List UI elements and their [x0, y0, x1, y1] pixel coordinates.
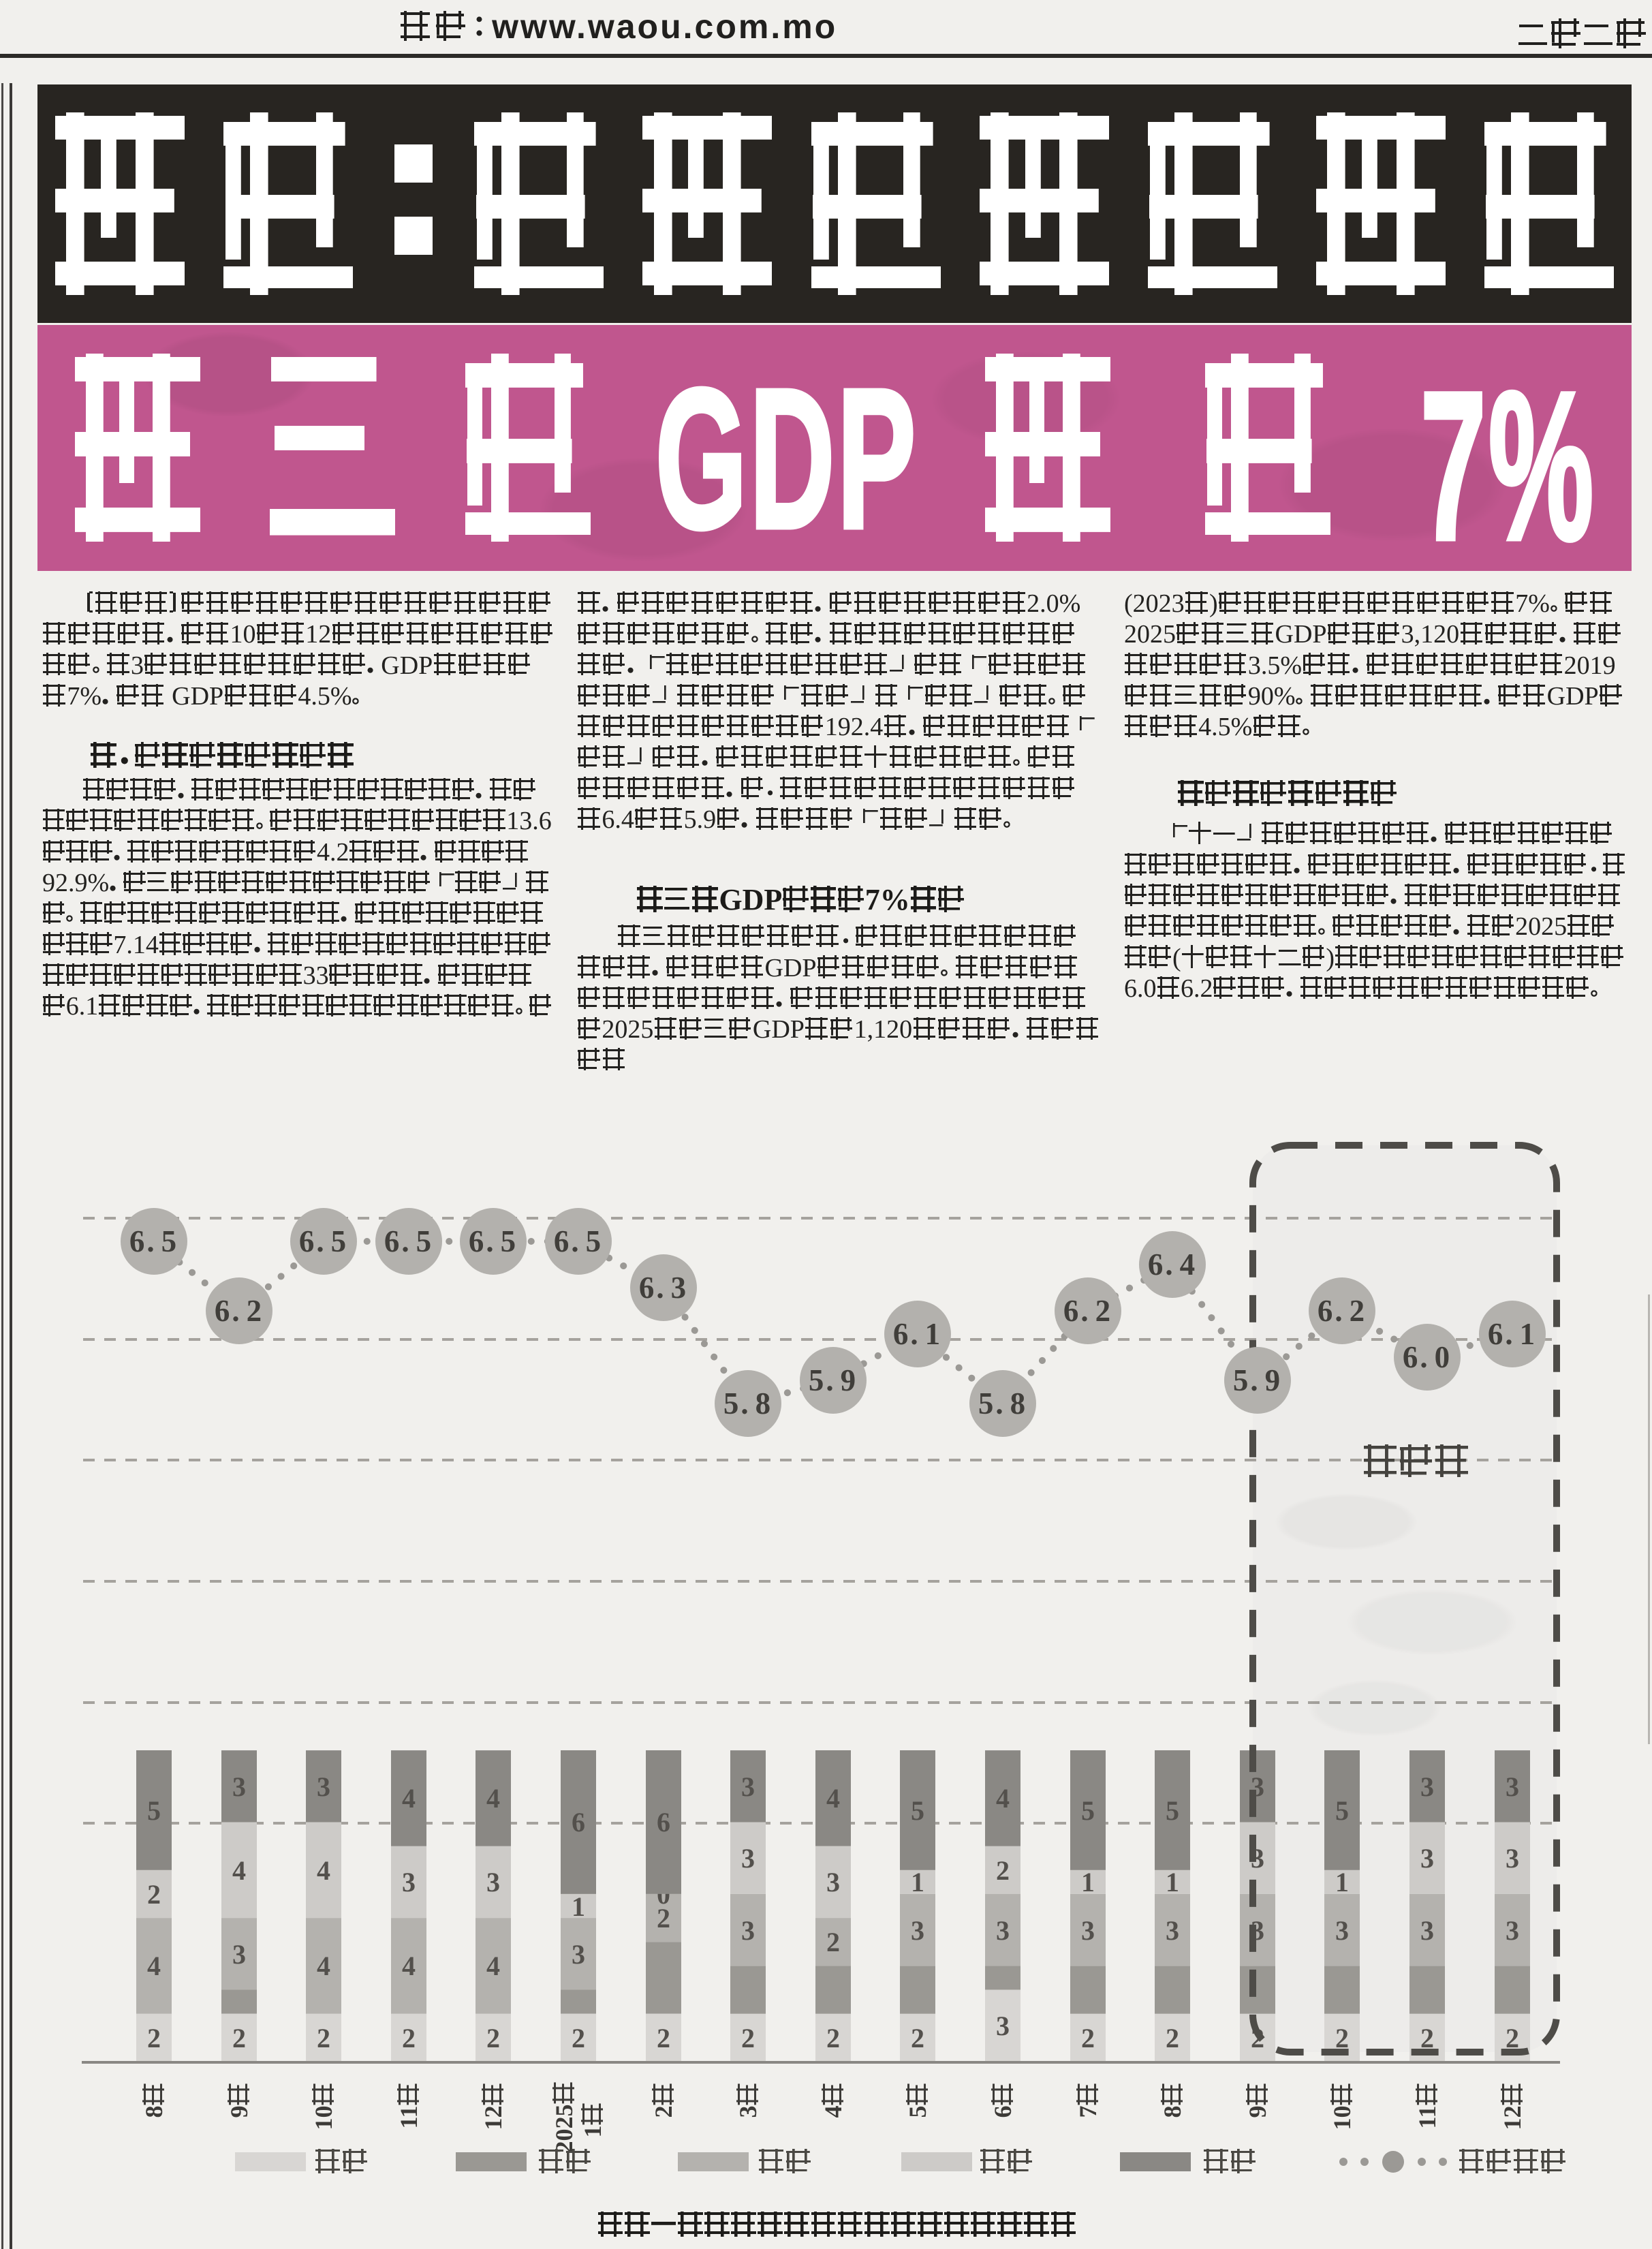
svg-text:3: 3	[1420, 1771, 1434, 1802]
svg-text:1: 1	[911, 1867, 924, 1897]
svg-text:1: 1	[1081, 1867, 1095, 1897]
svg-text:3: 3	[911, 1915, 924, 1946]
svg-text:2: 2	[402, 2023, 416, 2053]
svg-text:2: 2	[1166, 2023, 1179, 2053]
svg-text:3: 3	[1420, 1915, 1434, 1946]
svg-text:1: 1	[1166, 1867, 1179, 1897]
svg-text:4: 4	[826, 1783, 840, 1814]
svg-text:2: 2	[1335, 2023, 1349, 2053]
svg-text:3: 3	[1420, 1843, 1434, 1874]
svg-text:2: 2	[657, 1903, 670, 1934]
svg-text:2: 2	[1420, 2023, 1434, 2053]
svg-text:3: 3	[232, 1771, 246, 1802]
svg-text:2: 2	[147, 2023, 161, 2053]
svg-text:4: 4	[317, 1951, 330, 1981]
svg-text:6.3: 6. 3	[639, 1271, 688, 1305]
svg-text:6: 6	[657, 1807, 670, 1837]
svg-text:6.5: 6. 5	[299, 1224, 348, 1258]
svg-text:3: 3	[996, 2011, 1010, 2041]
svg-text:3: 3	[741, 1843, 755, 1874]
svg-text:3: 3	[1506, 1843, 1519, 1874]
svg-text:3: 3	[317, 1771, 330, 1802]
svg-text:5.9: 5. 9	[1233, 1363, 1282, 1397]
svg-text:1: 1	[1335, 1867, 1349, 1897]
svg-text:6: 6	[572, 1807, 585, 1837]
svg-text:5: 5	[911, 1795, 924, 1826]
svg-text:5: 5	[1081, 1795, 1095, 1826]
svg-text:3: 3	[1335, 1915, 1349, 1946]
svg-text:3: 3	[1506, 1771, 1519, 1802]
svg-text:6.2: 6. 2	[1318, 1294, 1367, 1328]
svg-text:2: 2	[1506, 2023, 1519, 2053]
svg-text:3: 3	[1081, 1915, 1095, 1946]
svg-text:2: 2	[741, 2023, 755, 2053]
svg-text:5: 5	[147, 1795, 161, 1826]
svg-text:6.5: 6. 5	[129, 1224, 178, 1258]
svg-text:6.5: 6. 5	[469, 1224, 518, 1258]
svg-text:3: 3	[402, 1867, 416, 1897]
svg-text:4: 4	[317, 1855, 330, 1886]
svg-text:5.9: 5. 9	[809, 1363, 858, 1397]
svg-text:4: 4	[402, 1951, 416, 1981]
svg-text:2: 2	[996, 1855, 1010, 1886]
svg-text:6.5: 6. 5	[384, 1224, 433, 1258]
svg-text:3: 3	[996, 1915, 1010, 1946]
svg-text:2: 2	[317, 2023, 330, 2053]
svg-text:2: 2	[147, 1879, 161, 1910]
svg-text:6.4: 6. 4	[1148, 1247, 1197, 1282]
svg-text:2: 2	[572, 2023, 585, 2053]
svg-text:3: 3	[1506, 1915, 1519, 1946]
svg-text:6.2: 6. 2	[215, 1294, 264, 1328]
svg-text:2: 2	[1081, 2023, 1095, 2053]
svg-text:5: 5	[1166, 1795, 1179, 1826]
svg-text:6.2: 6. 2	[1063, 1294, 1112, 1328]
svg-text:2: 2	[826, 1927, 840, 1957]
svg-text:6.1: 6. 1	[1488, 1317, 1537, 1351]
svg-text:6.1: 6. 1	[893, 1317, 942, 1351]
svg-text:6.5: 6. 5	[554, 1224, 603, 1258]
svg-text:4: 4	[486, 1951, 500, 1981]
svg-text:2: 2	[657, 2023, 670, 2053]
svg-text:2: 2	[486, 2023, 500, 2053]
svg-text:4: 4	[147, 1951, 161, 1981]
svg-text:4: 4	[486, 1783, 500, 1814]
svg-text:5: 5	[1335, 1795, 1349, 1826]
svg-text:4: 4	[402, 1783, 416, 1814]
svg-text:1: 1	[572, 1891, 585, 1922]
svg-text:3: 3	[486, 1867, 500, 1897]
svg-text:2: 2	[911, 2023, 924, 2053]
svg-text:3: 3	[741, 1771, 755, 1802]
svg-text:5.8: 5. 8	[978, 1386, 1027, 1421]
svg-text:5.8: 5. 8	[723, 1386, 773, 1421]
svg-text:2: 2	[232, 2023, 246, 2053]
svg-text:4: 4	[996, 1783, 1010, 1814]
svg-text:3: 3	[232, 1939, 246, 1970]
svg-text:3: 3	[1166, 1915, 1179, 1946]
svg-text:3: 3	[741, 1915, 755, 1946]
svg-text:3: 3	[572, 1939, 585, 1970]
svg-text:3: 3	[826, 1867, 840, 1897]
svg-text:4: 4	[232, 1855, 246, 1886]
svg-text:6.0: 6. 0	[1403, 1340, 1452, 1374]
svg-text:2: 2	[826, 2023, 840, 2053]
